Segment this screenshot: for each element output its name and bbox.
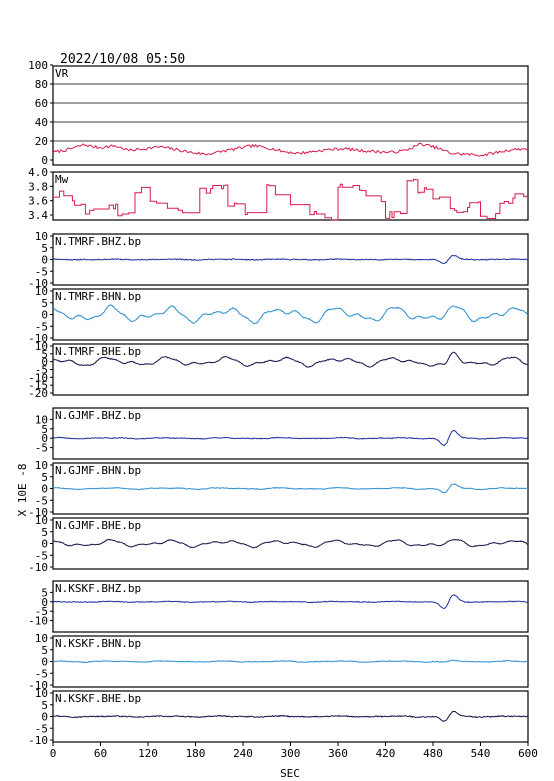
y-tick-label: 5: [41, 586, 48, 599]
panel-label: N.GJMF.BHE.bp: [55, 519, 141, 532]
y-tick-label: 0: [41, 154, 48, 167]
y-tick-label: -10: [28, 561, 48, 574]
y-tick-label: -5: [35, 722, 48, 735]
y-tick-label: 10: [35, 632, 48, 645]
y-tick-label: 4.0: [28, 166, 48, 179]
y-tick-label: 10: [35, 340, 48, 353]
x-tick-label: 600: [518, 747, 538, 760]
panel-label: N.KSKF.BHN.bp: [55, 637, 141, 650]
panel-label: N.GJMF.BHN.bp: [55, 464, 141, 477]
series-line: [52, 429, 529, 447]
y-tick-label: 10: [35, 687, 48, 700]
y-tick-label: 3.8: [28, 180, 48, 193]
y-tick-label: 10: [35, 514, 48, 527]
y-tick-label: -10: [28, 679, 48, 692]
y-tick-label: 0: [41, 356, 48, 369]
y-tick-label: 10: [35, 230, 48, 243]
panel-frame: [52, 580, 529, 633]
y-tick-label: 0: [41, 432, 48, 445]
panel-frame: [52, 65, 529, 166]
y-tick-label: -5: [35, 667, 48, 680]
series-line: [53, 351, 529, 368]
y-tick-label: 0: [41, 656, 48, 669]
series-line: [52, 659, 528, 664]
x-tick-label: 0: [50, 747, 57, 760]
series-line: [52, 594, 529, 609]
x-axis: 0 60 120 180 240 300 360 420 480 540 600: [50, 742, 538, 760]
y-tick-label: -10: [28, 332, 48, 345]
series-line: [52, 710, 529, 722]
x-axis-label: SEC: [280, 767, 300, 780]
y-tick-label: 10: [35, 413, 48, 426]
y-tick-label: -20: [28, 387, 48, 400]
y-tick-label: -10: [28, 277, 48, 290]
y-axis-label: X 10E -8: [16, 464, 29, 517]
panel-label: N.GJMF.BHZ.bp: [55, 409, 141, 422]
y-tick-label: 20: [35, 135, 48, 148]
series-line: [52, 254, 528, 265]
y-tick-label: -5: [35, 320, 48, 333]
y-tick-label: 3.6: [28, 195, 48, 208]
panel-label: N.TMRF.BHE.bp: [55, 345, 141, 358]
series-line: [52, 538, 528, 549]
y-tick-label: 0: [41, 596, 48, 609]
y-tick-label: -5: [35, 442, 48, 455]
y-tick-label: -5: [35, 605, 48, 618]
panel-label: VR: [55, 67, 69, 80]
x-tick-label: 360: [328, 747, 348, 760]
x-tick-label: 480: [423, 747, 443, 760]
series-line: [52, 483, 529, 493]
y-tick-label: -5: [35, 265, 48, 278]
panel-label: N.TMRF.BHN.bp: [55, 290, 141, 303]
y-tick-label: 10: [35, 459, 48, 472]
y-tick-label: -5: [35, 364, 48, 377]
x-tick-label: 60: [94, 747, 107, 760]
y-tick-label: 60: [35, 97, 48, 110]
y-tick-label: 40: [35, 116, 48, 129]
x-tick-label: 240: [233, 747, 253, 760]
y-tick-label: 0: [41, 538, 48, 551]
y-tick-label: 3.4: [28, 209, 48, 222]
panel-label: N.TMRF.BHZ.bp: [55, 235, 141, 248]
y-tick-label: 0: [41, 309, 48, 322]
y-tick-label: -10: [28, 371, 48, 384]
y-tick-label: 5: [41, 242, 48, 255]
y-tick-label: 5: [41, 471, 48, 484]
series-line: [53, 178, 528, 221]
y-tick-label: 0: [41, 483, 48, 496]
y-tick-label: 0: [41, 711, 48, 724]
x-tick-label: 420: [376, 747, 396, 760]
series-line: [52, 142, 529, 157]
x-tick-label: 540: [471, 747, 491, 760]
y-tick-label: 5: [41, 423, 48, 436]
y-tick-label: 5: [41, 297, 48, 310]
panel-frame: [52, 407, 529, 460]
y-tick-label: -10: [28, 615, 48, 628]
y-tick-label: 5: [41, 348, 48, 361]
timestamp: 2022/10/08 05:50: [60, 52, 185, 67]
y-tick-label: 5: [41, 526, 48, 539]
y-tick-label: 100: [28, 59, 48, 72]
panel-label: N.KSKF.BHE.bp: [55, 692, 141, 705]
panel-label: Mw: [55, 173, 69, 186]
y-tick-label: 5: [41, 699, 48, 712]
panel-label: N.KSKF.BHZ.bp: [55, 582, 141, 595]
x-tick-label: 300: [281, 747, 301, 760]
y-tick-label: 80: [35, 78, 48, 91]
y-tick-label: -10: [28, 506, 48, 519]
y-tick-label: -5: [35, 494, 48, 507]
y-tick-label: 5: [41, 644, 48, 657]
y-tick-label: -15: [28, 379, 48, 392]
y-tick-label: -10: [28, 734, 48, 747]
series-line: [52, 304, 529, 325]
y-tick-label: -5: [35, 549, 48, 562]
y-tick-label: 10: [35, 285, 48, 298]
y-tick-label: 0: [41, 254, 48, 267]
x-tick-label: 120: [138, 747, 158, 760]
x-tick-label: 180: [186, 747, 206, 760]
